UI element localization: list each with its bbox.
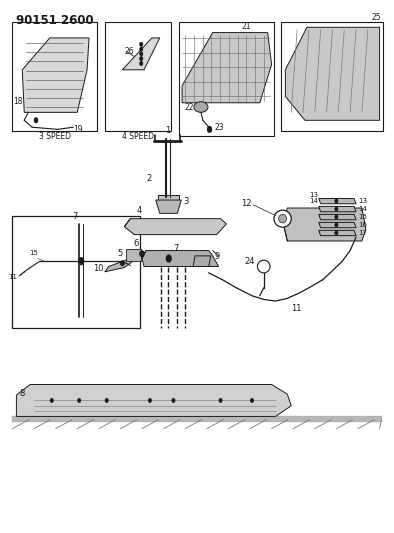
- Ellipse shape: [140, 47, 143, 51]
- Text: 15: 15: [29, 250, 38, 256]
- Polygon shape: [125, 219, 227, 235]
- Text: 10: 10: [93, 264, 104, 272]
- Text: 3: 3: [183, 197, 189, 206]
- Polygon shape: [22, 38, 89, 112]
- Bar: [13, 216, 140, 328]
- Ellipse shape: [274, 210, 291, 227]
- Ellipse shape: [140, 42, 143, 46]
- Ellipse shape: [335, 199, 338, 203]
- Ellipse shape: [140, 52, 143, 56]
- Text: 21: 21: [242, 22, 251, 31]
- Text: 13: 13: [358, 198, 367, 204]
- Polygon shape: [156, 200, 181, 213]
- Ellipse shape: [335, 223, 338, 227]
- Text: 16: 16: [358, 222, 367, 228]
- Ellipse shape: [34, 118, 38, 123]
- Bar: [13, 22, 97, 131]
- Ellipse shape: [140, 61, 143, 66]
- Text: 4 SPEED: 4 SPEED: [122, 132, 154, 141]
- Text: 8: 8: [19, 389, 24, 398]
- Text: 2: 2: [147, 174, 152, 183]
- Bar: [105, 22, 171, 131]
- Text: 11: 11: [291, 304, 302, 313]
- Ellipse shape: [251, 398, 253, 402]
- Text: 22: 22: [184, 102, 194, 111]
- Text: 15: 15: [358, 214, 367, 220]
- Ellipse shape: [279, 214, 286, 223]
- Ellipse shape: [335, 207, 338, 211]
- Polygon shape: [123, 38, 160, 70]
- Ellipse shape: [50, 398, 53, 402]
- Text: 23: 23: [215, 123, 224, 132]
- Polygon shape: [283, 208, 366, 241]
- Polygon shape: [319, 214, 356, 220]
- Text: 26: 26: [125, 47, 134, 55]
- Text: 7: 7: [72, 212, 78, 221]
- Text: 24: 24: [245, 257, 255, 265]
- Text: 7: 7: [173, 244, 179, 253]
- Polygon shape: [158, 195, 179, 200]
- Text: 6: 6: [134, 239, 139, 248]
- Bar: [179, 22, 273, 136]
- Polygon shape: [319, 198, 356, 204]
- Ellipse shape: [121, 261, 125, 266]
- Polygon shape: [285, 27, 379, 120]
- Text: 14: 14: [358, 206, 367, 212]
- Polygon shape: [319, 222, 356, 228]
- Bar: [13, 416, 381, 422]
- Polygon shape: [17, 384, 291, 416]
- Text: 9: 9: [215, 253, 220, 261]
- Ellipse shape: [105, 398, 108, 402]
- Ellipse shape: [148, 398, 151, 402]
- Polygon shape: [142, 251, 219, 266]
- Polygon shape: [105, 259, 134, 272]
- Ellipse shape: [78, 257, 84, 265]
- Text: 18: 18: [14, 97, 23, 106]
- Ellipse shape: [219, 398, 222, 402]
- Text: 5: 5: [117, 249, 123, 259]
- Bar: [126, 249, 141, 261]
- Ellipse shape: [194, 102, 208, 112]
- Bar: [281, 22, 383, 131]
- Text: 12: 12: [242, 199, 252, 208]
- Text: 25: 25: [372, 13, 381, 22]
- Ellipse shape: [78, 398, 81, 402]
- Text: 4: 4: [136, 206, 141, 215]
- Text: 90151 2600: 90151 2600: [17, 14, 94, 27]
- Ellipse shape: [166, 255, 171, 262]
- Ellipse shape: [335, 231, 338, 235]
- Text: 3 SPEED: 3 SPEED: [39, 132, 71, 141]
- Polygon shape: [319, 230, 356, 236]
- Text: 17: 17: [358, 230, 367, 236]
- Text: 1: 1: [165, 126, 170, 135]
- Ellipse shape: [335, 215, 338, 219]
- Ellipse shape: [140, 251, 144, 257]
- Text: 19: 19: [73, 125, 83, 134]
- Ellipse shape: [257, 260, 270, 273]
- Polygon shape: [319, 206, 356, 212]
- Ellipse shape: [207, 126, 212, 133]
- Polygon shape: [193, 256, 211, 266]
- Ellipse shape: [172, 398, 175, 402]
- Text: 11: 11: [8, 274, 17, 280]
- Text: 14: 14: [309, 198, 318, 204]
- Ellipse shape: [140, 56, 143, 61]
- Text: 13: 13: [309, 192, 318, 198]
- Polygon shape: [182, 33, 271, 103]
